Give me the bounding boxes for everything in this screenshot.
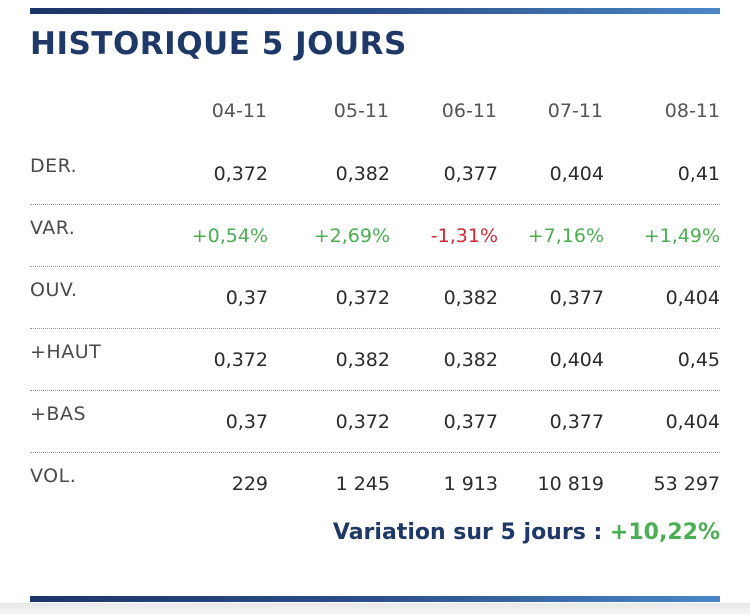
- row-divider: [30, 328, 720, 329]
- row-divider: [30, 390, 720, 391]
- table-cell: 1 245: [335, 473, 390, 495]
- table-cell: 0,382: [335, 163, 390, 185]
- table-cell: 0,41: [677, 163, 720, 185]
- variation-cell: +2,69%: [313, 225, 390, 247]
- summary-label: Variation sur 5 jours :: [332, 520, 603, 545]
- row-label-bas: +BAS: [30, 403, 87, 425]
- variation-cell: +1,49%: [643, 225, 720, 247]
- table-cell: 0,45: [677, 349, 720, 371]
- column-header-date: 08-11: [664, 100, 720, 122]
- table-cell: 0,37: [225, 411, 268, 433]
- table-cell: 0,37: [225, 287, 268, 309]
- row-label-ouv: OUV.: [30, 279, 78, 301]
- table-cell: 229: [231, 473, 268, 495]
- table-cell: 0,377: [443, 411, 498, 433]
- table-cell: 0,404: [665, 287, 720, 309]
- bottom-accent-bar: [30, 596, 720, 602]
- table-cell: 0,404: [549, 349, 604, 371]
- table-cell: 0,382: [443, 287, 498, 309]
- table-cell: 0,382: [335, 349, 390, 371]
- summary-value: +10,22%: [609, 520, 720, 545]
- row-label-var: VAR.: [30, 217, 76, 239]
- table-cell: 1 913: [443, 473, 498, 495]
- table-cell: 0,382: [443, 349, 498, 371]
- table-cell: 53 297: [653, 473, 720, 495]
- row-divider: [30, 266, 720, 267]
- row-label-vol: VOL.: [30, 465, 77, 487]
- table-cell: 10 819: [537, 473, 604, 495]
- column-header-date: 04-11: [211, 100, 267, 122]
- bottom-shadow: [0, 603, 750, 615]
- table-cell: 0,377: [549, 411, 604, 433]
- column-header-date: 07-11: [547, 100, 603, 122]
- variation-cell: +7,16%: [527, 225, 604, 247]
- row-label-der: DER.: [30, 155, 78, 177]
- five-day-variation-summary: Variation sur 5 jours : +10,22%: [333, 520, 720, 545]
- row-divider: [30, 452, 720, 453]
- table-cell: 0,404: [665, 411, 720, 433]
- row-label-haut: +HAUT: [30, 341, 102, 363]
- top-accent-bar: [30, 8, 720, 14]
- variation-cell: +0,54%: [191, 225, 268, 247]
- table-cell: 0,372: [335, 411, 390, 433]
- table-cell: 0,404: [549, 163, 604, 185]
- variation-cell: -1,31%: [430, 225, 498, 247]
- table-cell: 0,372: [335, 287, 390, 309]
- column-header-date: 05-11: [333, 100, 389, 122]
- column-header-date: 06-11: [441, 100, 497, 122]
- table-cell: 0,372: [213, 349, 268, 371]
- table-cell: 0,372: [213, 163, 268, 185]
- table-cell: 0,377: [443, 163, 498, 185]
- row-divider: [30, 204, 720, 205]
- page-title: HISTORIQUE 5 JOURS: [30, 26, 407, 62]
- table-cell: 0,377: [549, 287, 604, 309]
